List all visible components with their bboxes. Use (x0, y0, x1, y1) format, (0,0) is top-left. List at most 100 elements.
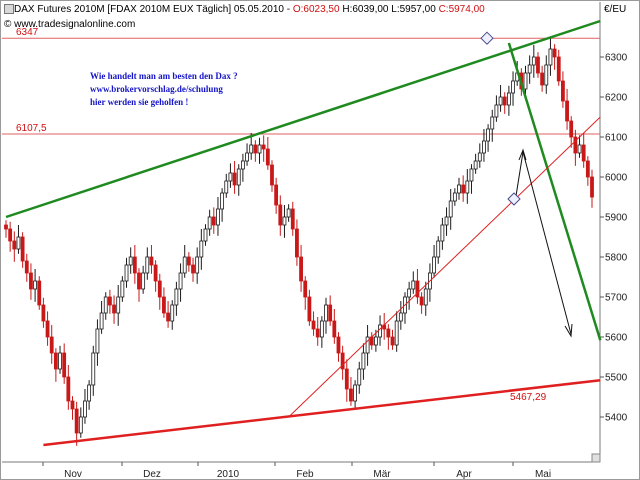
pivot-marker-icon (480, 31, 494, 45)
instrument-icon[interactable] (4, 4, 14, 14)
trendline-green (507, 42, 602, 341)
candle-body (33, 280, 37, 290)
candle-body (261, 144, 266, 150)
candle-body (344, 368, 349, 390)
candle-body (390, 336, 395, 346)
y-tick-label: 5800 (605, 253, 628, 264)
candle-body (527, 64, 532, 74)
candle-body (203, 228, 208, 242)
candle-body (303, 280, 308, 298)
candle-body (581, 144, 586, 162)
candle-body (386, 328, 391, 338)
candle-body (432, 256, 436, 274)
candle-body (448, 200, 453, 218)
candle-body (116, 296, 121, 314)
candle-body (307, 296, 312, 322)
candle-body (274, 184, 279, 206)
candle-body (457, 184, 461, 194)
annotation-line-2: www.brokervorschlag.de/schulung (90, 84, 223, 94)
candle-body (41, 304, 46, 322)
candle-body (590, 176, 594, 198)
annotation-text: Wie handelt man am besten den Dax ? www.… (90, 70, 238, 109)
candle-body (74, 408, 79, 434)
candle-body (186, 256, 191, 266)
candle-body (482, 140, 486, 154)
y-tick-label: 5900 (605, 213, 628, 224)
candle-body (145, 256, 150, 274)
candle-body (4, 224, 8, 230)
candle-body (565, 100, 569, 122)
candle-body (224, 180, 229, 194)
candle-body (407, 288, 412, 298)
candle-body (394, 320, 399, 346)
candle-body (465, 180, 470, 194)
candle-body (573, 136, 578, 154)
candle-body (436, 240, 441, 258)
candle-body (174, 288, 179, 306)
candle-body (66, 376, 71, 402)
candle-body (486, 128, 490, 142)
candle-body (423, 288, 428, 306)
copyright-icon: © (4, 19, 12, 30)
candle-body (83, 400, 87, 418)
trendline-red (288, 116, 601, 418)
candle-body (191, 264, 195, 274)
candle-body (531, 56, 536, 66)
candle-body (332, 320, 337, 338)
y-tick-label: 6200 (605, 93, 628, 104)
candle-body (62, 352, 67, 378)
candle-body (153, 264, 158, 282)
x-tick-label: Mär (373, 469, 391, 480)
candle-body (444, 216, 449, 226)
y-tick-label: 5600 (605, 333, 628, 344)
candle-body (236, 168, 241, 186)
y-tick-label: 6000 (605, 173, 628, 184)
candle-body (78, 416, 83, 434)
candle-body (282, 216, 287, 226)
open-value: O:6023,50 (292, 4, 340, 15)
candle-body (290, 208, 295, 230)
candle-body (511, 80, 515, 94)
candle-body (211, 216, 216, 226)
candle-body (132, 256, 137, 274)
candle-body (20, 236, 25, 262)
candle-body (37, 280, 42, 306)
candle-body (311, 320, 316, 330)
candle-body (182, 256, 187, 274)
candle-body (498, 96, 503, 106)
annotation-line-1: Wie handelt man am besten den Dax ? (90, 71, 238, 81)
candle-body (378, 324, 382, 338)
candle-body (415, 280, 420, 298)
candle-body (240, 160, 245, 170)
candle-body (419, 296, 424, 306)
candle-body (16, 236, 21, 250)
pivot-marker-icon (507, 192, 521, 206)
candle-body (315, 328, 320, 338)
candle-body (452, 192, 457, 202)
candle-body (195, 256, 200, 274)
candle-body (49, 336, 54, 354)
candle-body (265, 148, 270, 166)
watermark-text: www.tradesignalonline.com (14, 19, 136, 30)
forecast-arrow-up (515, 148, 527, 197)
candle-body (506, 92, 511, 106)
candle-body (494, 104, 499, 118)
candle-body (340, 352, 345, 370)
candle-body (461, 184, 466, 194)
candle-body (91, 352, 96, 386)
y-tick-label: 5500 (605, 373, 628, 384)
trendline-red (43, 378, 601, 447)
candle-body (112, 304, 116, 314)
candle-body (108, 296, 112, 306)
candle-body (53, 352, 58, 370)
candle-body (220, 192, 225, 210)
candle-body (502, 96, 507, 106)
candle-body (411, 280, 416, 290)
candle-body (540, 72, 545, 86)
candle-body (232, 172, 237, 186)
candle-body (87, 384, 92, 402)
candle-body (357, 368, 362, 386)
x-tick-label: 2010 (217, 469, 240, 480)
candle-body (124, 264, 129, 282)
